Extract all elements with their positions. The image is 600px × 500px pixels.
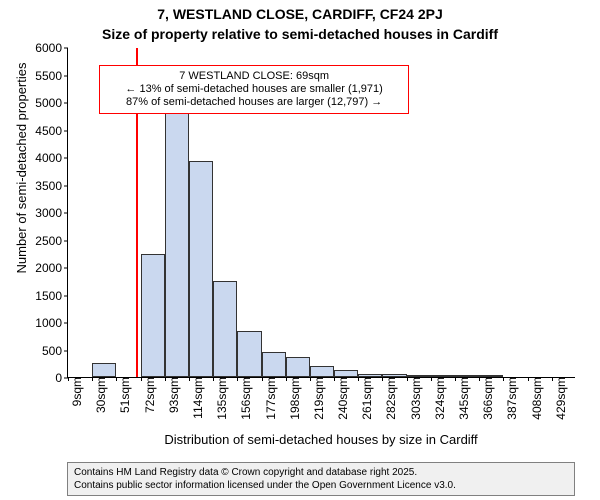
histogram-bar [382,374,406,377]
histogram-bar [237,331,261,377]
histogram-bar [286,357,310,377]
annotation-line3: 87% of semi-detached houses are larger (… [106,96,402,109]
histogram-bar [431,375,455,377]
x-axis-label: Distribution of semi-detached houses by … [67,432,575,447]
annotation-line2: ← 13% of semi-detached houses are smalle… [106,83,402,96]
x-tick-label: 324sqm [427,377,447,420]
y-tick-mark [64,350,68,351]
histogram-bar [92,363,116,377]
x-tick-label: 198sqm [282,377,302,420]
x-tick-label: 387sqm [499,377,519,420]
y-tick-mark [64,130,68,131]
footer-attribution: Contains HM Land Registry data © Crown c… [67,462,575,496]
y-axis-label: Number of semi-detached properties [14,3,29,333]
y-tick-mark [64,323,68,324]
histogram-bar [455,375,479,377]
chart-title-line1: 7, WESTLAND CLOSE, CARDIFF, CF24 2PJ [0,6,600,22]
x-tick-label: 30sqm [88,377,108,413]
x-tick-label: 345sqm [451,377,471,420]
annotation-line1: 7 WESTLAND CLOSE: 69sqm [106,70,402,83]
y-tick-mark [64,295,68,296]
histogram-bar [165,109,189,377]
histogram-bar [358,374,382,377]
y-tick-mark [64,158,68,159]
x-tick-label: 240sqm [330,377,350,420]
x-tick-label: 429sqm [548,377,568,420]
y-tick-mark [64,268,68,269]
y-tick-mark [64,75,68,76]
y-tick-mark [64,240,68,241]
annotation-box: 7 WESTLAND CLOSE: 69sqm← 13% of semi-det… [99,65,409,115]
x-tick-label: 408sqm [524,377,544,420]
y-tick-mark [64,185,68,186]
histogram-bar [407,375,431,377]
x-tick-label: 72sqm [137,377,157,413]
x-tick-label: 282sqm [378,377,398,420]
x-tick-label: 9sqm [64,377,84,406]
x-tick-label: 219sqm [306,377,326,420]
histogram-bar [141,254,165,377]
x-tick-label: 114sqm [185,377,205,419]
y-tick-mark [64,213,68,214]
histogram-bar [310,366,334,377]
y-tick-mark [64,48,68,49]
x-tick-label: 93sqm [161,377,181,413]
x-tick-label: 135sqm [209,377,229,420]
chart-container: 7, WESTLAND CLOSE, CARDIFF, CF24 2PJ Siz… [0,0,600,500]
x-tick-label: 366sqm [475,377,495,420]
histogram-bar [189,161,213,377]
x-tick-label: 303sqm [403,377,423,420]
y-tick-mark [64,103,68,104]
histogram-bar [262,352,286,377]
x-tick-label: 156sqm [233,377,253,420]
x-tick-label: 51sqm [112,377,132,413]
chart-title-line2: Size of property relative to semi-detach… [0,26,600,42]
plot-area: 0500100015002000250030003500400045005000… [67,48,575,378]
histogram-bar [213,281,237,377]
x-tick-label: 261sqm [354,377,374,420]
histogram-bar [334,370,358,377]
histogram-bar [479,375,503,377]
footer-line2: Contains public sector information licen… [74,480,568,493]
x-tick-label: 177sqm [258,377,278,420]
footer-line1: Contains HM Land Registry data © Crown c… [74,467,568,480]
